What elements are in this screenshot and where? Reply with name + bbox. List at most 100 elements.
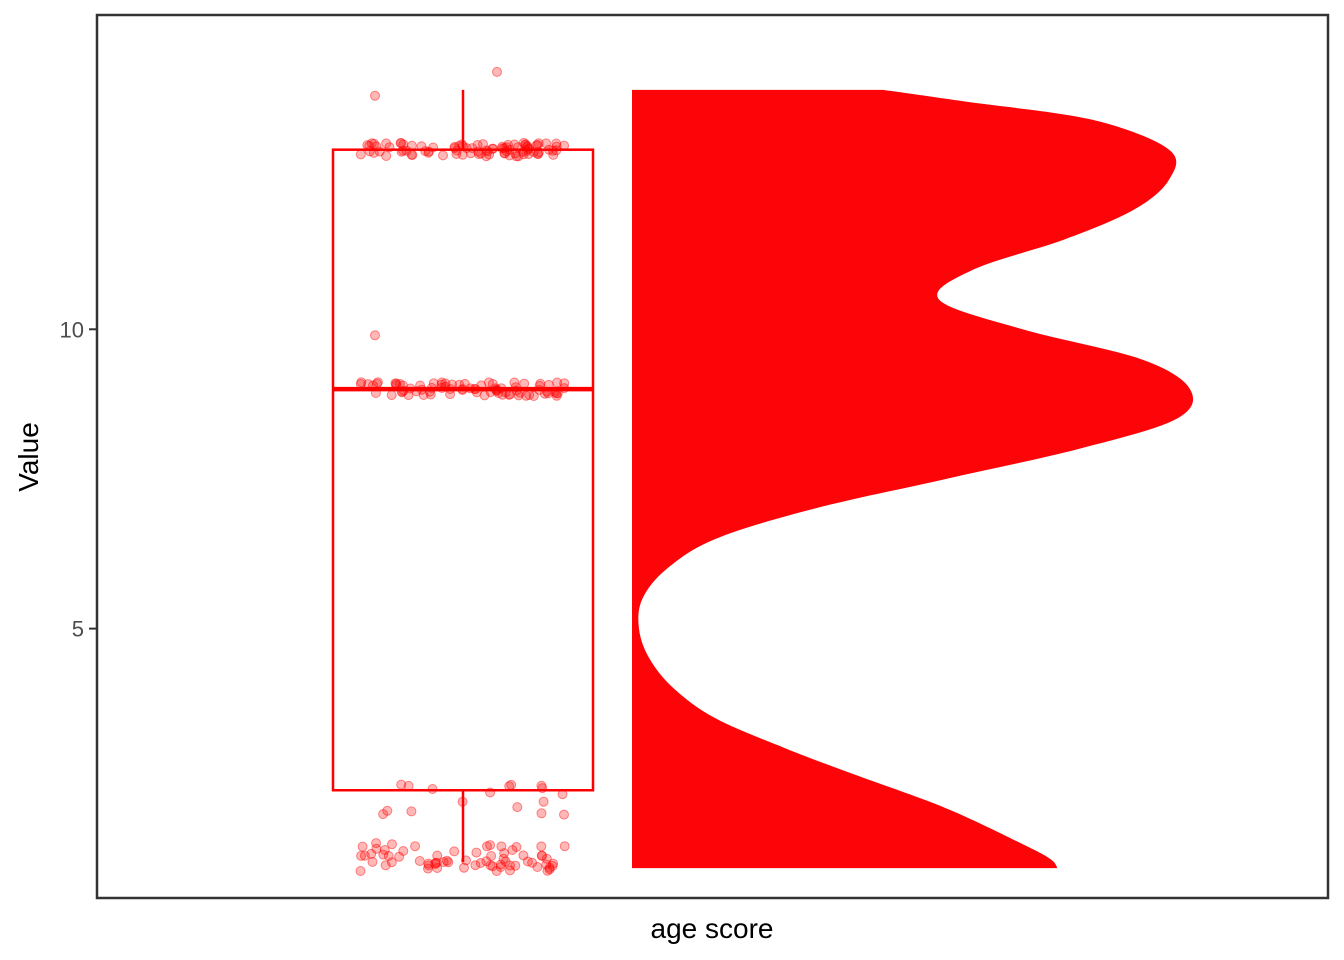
- data-point: [518, 137, 529, 148]
- data-point: [397, 386, 407, 397]
- data-point: [416, 141, 427, 152]
- data-point: [372, 377, 383, 388]
- data-point: [512, 802, 523, 813]
- data-point: [423, 147, 434, 158]
- data-point: [441, 855, 452, 866]
- data-point: [551, 390, 562, 401]
- data-point: [532, 149, 543, 160]
- data-point: [522, 142, 533, 153]
- data-point: [541, 853, 552, 864]
- data-point: [552, 388, 563, 399]
- data-point: [559, 140, 570, 151]
- data-point: [534, 385, 545, 395]
- data-point: [491, 384, 502, 395]
- data-point: [482, 841, 492, 852]
- data-point: [485, 840, 496, 851]
- data-point: [536, 808, 547, 819]
- data-point: [537, 850, 547, 861]
- data-point: [432, 850, 443, 861]
- data-point: [396, 138, 407, 149]
- data-point: [535, 378, 546, 389]
- data-point: [454, 140, 465, 151]
- data-point: [378, 809, 389, 820]
- data-point: [485, 787, 496, 798]
- y-axis-title: Value: [13, 422, 44, 492]
- data-point: [532, 862, 543, 872]
- data-point: [457, 149, 468, 160]
- data-point: [524, 390, 535, 400]
- y-axis: 5 10: [60, 317, 97, 642]
- data-point: [505, 860, 515, 871]
- data-point: [509, 139, 520, 150]
- data-point: [380, 860, 391, 871]
- data-point: [524, 143, 535, 154]
- data-point: [522, 141, 533, 151]
- data-point: [481, 145, 492, 156]
- data-point: [548, 858, 559, 869]
- data-point: [522, 144, 533, 155]
- data-point: [471, 387, 482, 398]
- data-point: [355, 379, 366, 389]
- data-point: [445, 384, 456, 394]
- data-point: [548, 149, 559, 160]
- data-point: [487, 379, 498, 389]
- data-point: [415, 380, 426, 391]
- data-point: [461, 855, 471, 866]
- data-point: [495, 859, 506, 870]
- data-point: [386, 390, 397, 401]
- data-point: [484, 149, 495, 160]
- data-point: [507, 845, 518, 855]
- data-point: [427, 784, 438, 794]
- data-point: [505, 865, 515, 876]
- data-point: [496, 841, 507, 852]
- data-point: [370, 90, 380, 101]
- data-point: [551, 141, 562, 152]
- data-point: [420, 146, 431, 157]
- data-point: [499, 848, 510, 859]
- data-point: [451, 149, 462, 159]
- data-point: [456, 139, 467, 150]
- data-point: [506, 779, 517, 790]
- data-point: [378, 849, 389, 860]
- data-point: [533, 148, 544, 159]
- data-point: [355, 866, 366, 876]
- data-point: [491, 866, 502, 876]
- data-point: [438, 857, 449, 867]
- data-point: [490, 383, 501, 394]
- data-point: [370, 388, 381, 398]
- data-point: [425, 389, 436, 400]
- data-point: [436, 383, 447, 393]
- data-point: [457, 796, 468, 807]
- data-point: [401, 145, 412, 156]
- data-point: [518, 149, 529, 160]
- data-point: [499, 143, 510, 154]
- data-point: [436, 379, 447, 390]
- data-point: [406, 806, 417, 817]
- data-point: [536, 850, 547, 861]
- data-point: [366, 138, 377, 149]
- data-point: [511, 385, 522, 396]
- data-point: [478, 139, 488, 150]
- data-point: [423, 863, 433, 874]
- data-point: [528, 391, 539, 401]
- data-point: [403, 780, 414, 791]
- data-point: [414, 856, 425, 866]
- data-point: [539, 388, 550, 399]
- data-point: [514, 387, 525, 398]
- data-point: [504, 781, 515, 792]
- data-point: [511, 842, 522, 852]
- data-point: [397, 387, 408, 398]
- data-point: [398, 139, 409, 150]
- data-point: [383, 851, 394, 861]
- data-point: [436, 377, 447, 388]
- data-point: [410, 841, 421, 852]
- data-point: [364, 146, 375, 157]
- data-point: [520, 139, 531, 150]
- data-point: [510, 860, 521, 871]
- data-point: [405, 383, 416, 394]
- data-point: [481, 151, 492, 162]
- data-point: [501, 146, 512, 157]
- data-point: [504, 150, 515, 161]
- data-point: [461, 143, 472, 154]
